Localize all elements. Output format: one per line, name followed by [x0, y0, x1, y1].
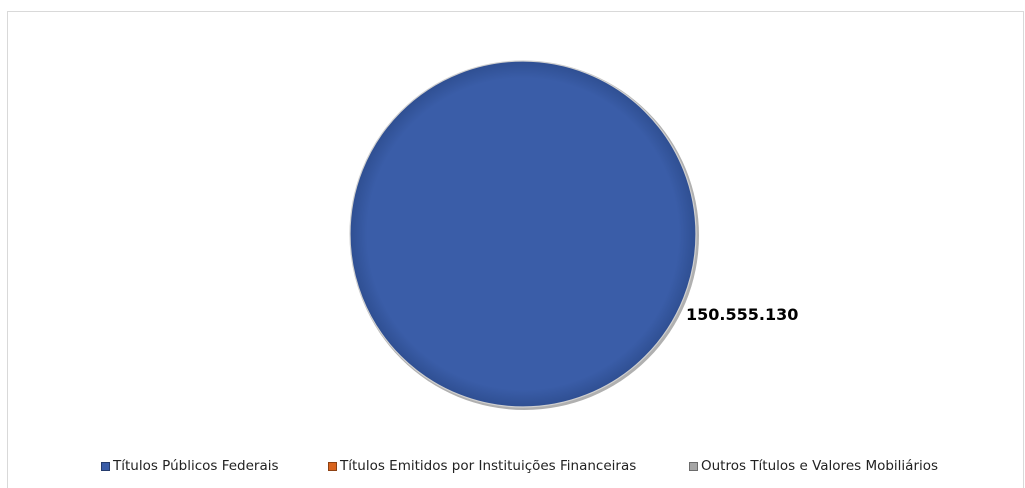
- legend-item-2: Outros Títulos e Valores Mobiliários: [689, 458, 938, 474]
- pie-slices: [349, 60, 699, 410]
- legend-swatch-0: [101, 461, 110, 471]
- data-label-0: 150.555.130: [686, 305, 798, 324]
- legend-label-0: Títulos Públicos Federais: [113, 458, 279, 474]
- legend: Títulos Públicos Federais Títulos Emitid…: [0, 458, 1025, 480]
- legend-swatch-1: [328, 461, 337, 471]
- legend-swatch-2: [689, 461, 698, 471]
- legend-item-1: Títulos Emitidos por Instituições Financ…: [328, 458, 636, 474]
- pie-slice-0: [349, 60, 697, 408]
- legend-item-0: Títulos Públicos Federais: [101, 458, 279, 474]
- legend-label-2: Outros Títulos e Valores Mobiliários: [701, 458, 939, 474]
- legend-label-1: Títulos Emitidos por Instituições Financ…: [340, 458, 637, 474]
